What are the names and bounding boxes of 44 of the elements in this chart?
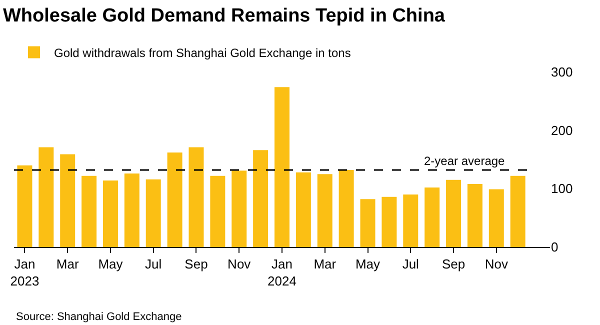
x-tick-label: Jan 2024 — [268, 256, 296, 288]
legend-label: Gold withdrawals from Shanghai Gold Exchange in tons — [54, 46, 351, 60]
bar — [403, 194, 418, 247]
bar — [488, 189, 504, 247]
bar — [82, 176, 97, 247]
x-tick-label: Mar — [56, 256, 80, 272]
x-tick-label: Nov — [484, 256, 508, 272]
bar — [188, 147, 204, 247]
x-tick-label: Mar — [314, 256, 337, 272]
ref-line-label: 2-year average — [424, 154, 506, 168]
bar — [102, 180, 118, 247]
x-tick-label: Nov — [228, 256, 252, 272]
bar — [253, 150, 268, 247]
bar — [446, 180, 462, 247]
x-tick-label: Jul — [402, 256, 420, 272]
bar — [360, 199, 376, 247]
y-tick-label: 0 — [551, 240, 558, 255]
x-tick-label: May — [98, 256, 124, 272]
x-tick-label: Jul — [145, 256, 162, 272]
bar — [424, 188, 440, 247]
bar — [210, 176, 226, 247]
y-tick-label: 300 — [551, 64, 573, 80]
y-tick-label: 100 — [551, 181, 573, 196]
bar — [60, 154, 76, 247]
bar — [296, 172, 311, 247]
bar — [167, 152, 182, 247]
bar — [317, 174, 332, 247]
bar — [338, 170, 354, 247]
bar — [146, 179, 161, 247]
x-tick-label: Sep — [442, 256, 466, 272]
bar — [274, 87, 290, 247]
x-tick-label: Sep — [184, 256, 208, 272]
x-tick-label: Jan 2023 — [10, 256, 40, 288]
chart-title: Wholesale Gold Demand Remains Tepid in China — [3, 5, 446, 26]
bar — [232, 170, 247, 247]
bar — [124, 174, 140, 247]
x-tick-label: May — [355, 256, 381, 272]
source-note: Source: Shanghai Gold Exchange — [16, 311, 182, 323]
bar — [38, 147, 54, 247]
y-tick-label: 200 — [551, 122, 573, 138]
bar — [17, 165, 32, 247]
bar — [382, 196, 397, 247]
bar — [467, 184, 482, 247]
bar — [510, 176, 526, 247]
